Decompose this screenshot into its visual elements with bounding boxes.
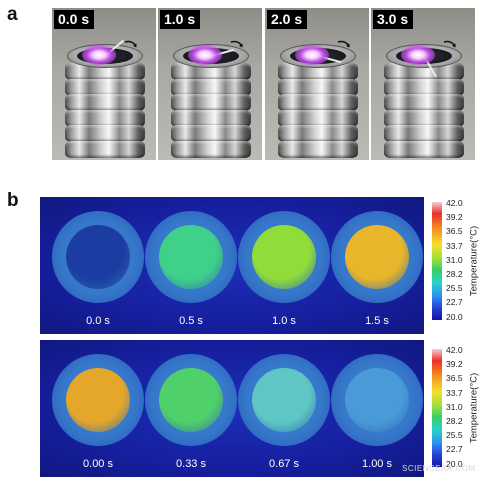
rotation-arrow-icon [443,40,456,48]
thermal-image-heating: 0.0 s 0.5 s 1.0 s 1.5 s [40,197,424,334]
colorbar-tick-label: 36.5 [446,226,463,237]
colorbar-gradient [432,349,442,467]
photo-frame: 3.0 s [371,8,475,160]
thermal-sample [252,225,316,289]
colorbar-tick-label: 28.2 [446,416,463,426]
colorbar-tick-label: 42.0 [446,345,463,355]
colorbar-bottom: Temperature(°C) 42.0 39.2 36.5 33.7 31.0 28.2… [432,345,498,469]
colorbar-tick-label: 28.2 [446,269,463,279]
magnet-stack [65,51,145,158]
panel-b-label: b [7,190,19,211]
colorbar-tick-label: 33.7 [446,240,463,251]
thermal-time-label: 0.67 s [269,458,299,470]
thermal-time-label: 1.00 s [362,458,392,470]
magnet-stack [171,51,251,158]
colorbar-tick-label: 20.0 [446,311,463,322]
panel-a-label: a [7,4,18,25]
photo-frame: 2.0 s [265,8,369,160]
thermal-time-label: 0.33 s [176,458,206,470]
colorbar-tick-label: 33.7 [446,387,463,398]
colorbar-tick-label: 42.0 [446,198,463,208]
thermal-time-label: 1.0 s [272,315,296,327]
photo-frame: 1.0 s [158,8,262,160]
colorbar-tick-label: 22.7 [446,444,463,455]
thermal-time-label: 0.5 s [179,315,203,327]
thermal-sample [345,225,409,289]
colorbar-tick-label: 31.0 [446,401,463,412]
frame-time-label: 0.0 s [54,10,95,29]
thermal-sample [159,368,223,432]
thermal-sample [345,368,409,432]
thermal-sample [66,368,130,432]
laser-glow [82,45,116,65]
laser-glow [401,45,435,65]
colorbar-title: Temperature(°C) [468,372,480,444]
frame-time-label: 3.0 s [373,10,414,29]
magnet-stack [278,51,358,158]
colorbar-tick-label: 31.0 [446,254,463,265]
photo-frame: 0.0 s [52,8,156,160]
colorbar-tick-label: 39.2 [446,212,463,223]
watermark: SCIENCEAA.COM [402,464,476,473]
thermal-image-cooling: 0.00 s 0.33 s 0.67 s 1.00 s [40,340,424,477]
colorbar-tick-label: 20.0 [446,458,463,469]
colorbar-tick-label: 39.2 [446,359,463,370]
thermal-time-label: 0.0 s [86,315,110,327]
colorbar-gradient [432,202,442,320]
laser-glow [188,45,222,65]
thermal-sample [252,368,316,432]
thermal-sample [66,225,130,289]
thermal-time-label: 0.00 s [83,458,113,470]
rotation-arrow-icon [124,40,137,48]
colorbar-tick-label: 25.5 [446,283,463,294]
laser-glow [295,45,329,65]
colorbar-tick-label: 22.7 [446,297,463,308]
frame-time-label: 2.0 s [267,10,308,29]
colorbar-tick-label: 25.5 [446,430,463,441]
rotation-arrow-icon [230,40,243,48]
rotation-arrow-icon [337,40,350,48]
colorbar-tick-label: 36.5 [446,373,463,384]
thermal-time-label: 1.5 s [365,315,389,327]
magnet-stack [384,51,464,158]
frame-time-label: 1.0 s [160,10,201,29]
thermal-sample [159,225,223,289]
colorbar-top: Temperature(°C) 42.0 39.2 36.5 33.7 31.0 28.2… [432,198,498,322]
colorbar-title: Temperature(°C) [468,225,480,297]
